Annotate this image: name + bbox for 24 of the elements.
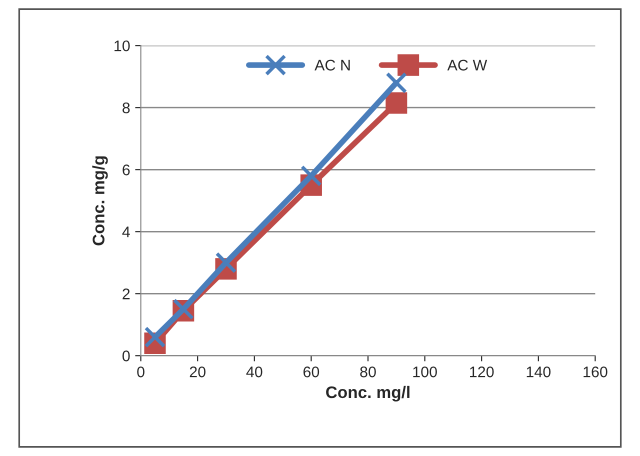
point	[386, 72, 408, 94]
x-tick-label: 140	[526, 366, 551, 378]
x-tick-label: 60	[303, 366, 320, 378]
y-tick-label: 8	[122, 102, 130, 114]
x-tick-label: 0	[137, 366, 144, 378]
x-tick-label: 120	[470, 366, 494, 378]
legend-label: AC N	[314, 60, 350, 71]
x-tick-label: 40	[246, 366, 262, 378]
x-tick-label: 20	[190, 366, 206, 378]
y-tick-label: 4	[122, 226, 130, 238]
x-tick-label: 100	[413, 366, 437, 378]
legend-label: AC W	[447, 60, 488, 71]
point	[144, 326, 166, 348]
x-tick-label: 160	[584, 366, 608, 378]
point	[300, 165, 322, 187]
y-tick-label: 2	[122, 288, 130, 300]
y-tick-label: 0	[122, 350, 130, 362]
point	[386, 92, 408, 114]
point	[215, 252, 237, 274]
y-tick-label: 10	[114, 40, 130, 52]
y-axis-title: Conc. mg/g	[92, 156, 108, 246]
x-tick-label: 80	[360, 366, 376, 378]
x-axis-title: Conc. mg/l	[326, 386, 410, 402]
y-tick-label: 6	[122, 164, 130, 176]
